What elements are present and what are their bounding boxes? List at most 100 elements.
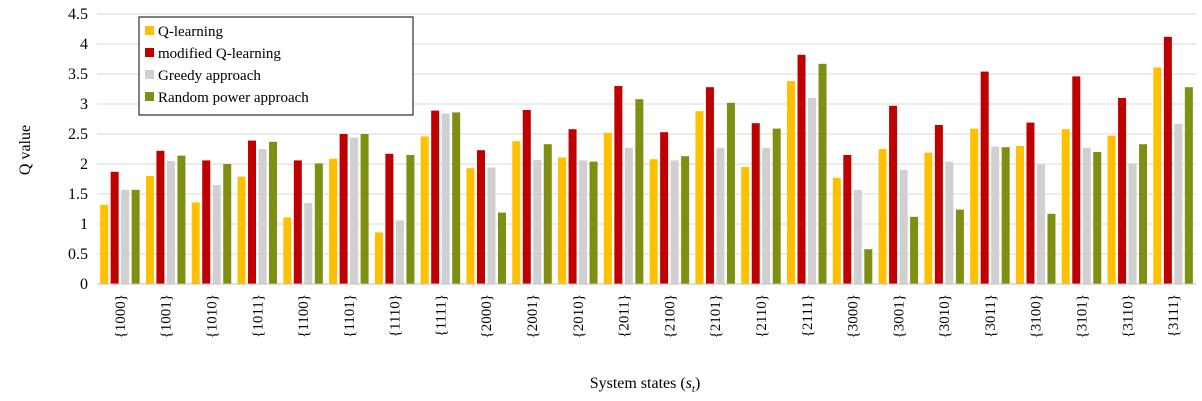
bar — [751, 123, 760, 284]
bar — [864, 249, 873, 284]
bar — [1072, 76, 1081, 285]
bar — [406, 155, 415, 284]
x-axis-category-labels: {1000} {1001} {1010} {1011} {1100} {1101} {111… — [113, 294, 1182, 338]
bar — [476, 150, 485, 284]
bar — [924, 152, 933, 284]
bar — [131, 189, 140, 284]
bar — [889, 105, 898, 284]
y-tick-label: 4 — [80, 36, 88, 53]
bar-group — [603, 86, 644, 284]
bar-group — [191, 160, 232, 284]
bar — [385, 153, 394, 284]
bar — [843, 155, 852, 284]
legend-swatch — [145, 92, 154, 101]
x-category-label: {3001} — [891, 294, 907, 338]
bar — [497, 212, 506, 284]
legend-swatch — [145, 26, 154, 35]
bar-group — [466, 150, 506, 284]
bar — [762, 147, 771, 284]
bar — [121, 189, 130, 284]
bar — [558, 157, 567, 284]
legend-label: modified Q-learning — [158, 46, 281, 62]
bar — [970, 128, 979, 284]
bar — [304, 203, 313, 284]
bar — [487, 167, 496, 284]
bar — [945, 161, 954, 284]
bar — [808, 98, 817, 284]
bar-group — [970, 71, 1010, 284]
bar — [670, 160, 679, 284]
bar — [145, 176, 154, 284]
bar — [212, 185, 221, 284]
bar — [441, 113, 450, 284]
x-axis-title-main: System states ( — [590, 375, 686, 392]
bar — [350, 137, 359, 284]
bar — [1139, 144, 1148, 284]
legend-swatch — [145, 70, 154, 79]
bar-group — [100, 171, 140, 284]
bar — [991, 146, 1000, 284]
x-category-label: {1110} — [388, 294, 404, 337]
bar — [649, 159, 658, 284]
bar — [1163, 36, 1172, 284]
bar — [110, 171, 119, 284]
x-category-label: {1010} — [204, 294, 220, 338]
bar — [431, 110, 440, 284]
x-category-label: {3110} — [1120, 294, 1136, 338]
bar — [797, 54, 806, 284]
x-axis-title-sub: t — [692, 383, 696, 395]
bar — [420, 136, 429, 284]
bar — [314, 163, 323, 284]
bar — [283, 217, 292, 284]
bar — [237, 176, 246, 284]
bar-group — [237, 140, 278, 284]
x-category-label: {1011} — [250, 294, 266, 338]
bar-group — [558, 129, 598, 284]
bar — [910, 216, 919, 284]
bar-group — [924, 125, 964, 284]
x-category-label: {2110} — [754, 294, 770, 338]
bar-group — [1153, 36, 1193, 285]
bar — [1184, 87, 1193, 284]
bar — [258, 149, 267, 284]
bar — [980, 71, 989, 284]
bar — [395, 220, 404, 284]
bar — [716, 147, 725, 284]
bar — [166, 161, 175, 284]
legend-items: Q-learning modified Q-learning Greedy appr… — [145, 24, 309, 106]
bar — [1093, 152, 1102, 284]
bar — [1001, 147, 1010, 284]
legend-item: modified Q-learning — [145, 46, 281, 62]
bar — [695, 111, 704, 284]
bar — [293, 160, 302, 284]
bar — [156, 150, 165, 284]
bar — [787, 81, 796, 284]
bar — [1036, 164, 1045, 284]
bar — [681, 156, 690, 284]
bar — [1015, 146, 1024, 284]
bar — [223, 164, 232, 284]
bar — [100, 204, 109, 284]
x-category-label: {1000} — [113, 294, 129, 338]
x-category-label: {1001} — [159, 294, 175, 338]
bar — [899, 170, 908, 284]
y-tick-label: 1.5 — [68, 186, 88, 203]
bar — [512, 141, 521, 284]
bar-group — [741, 123, 781, 284]
legend-label: Greedy approach — [158, 68, 261, 84]
bar — [452, 112, 461, 285]
bar — [589, 161, 598, 284]
bar — [603, 132, 612, 284]
y-tick-label: 3 — [80, 96, 88, 113]
bar — [1174, 123, 1183, 284]
x-category-label: {3111} — [1166, 294, 1182, 337]
x-category-label: {1111} — [433, 294, 449, 337]
x-axis-title-var: s — [686, 375, 692, 392]
bar-group — [420, 110, 461, 285]
x-category-label: {3011} — [983, 294, 999, 338]
bar-group — [649, 132, 690, 284]
x-category-label: {1101} — [342, 294, 358, 338]
bar — [522, 110, 531, 284]
bar — [660, 132, 669, 284]
